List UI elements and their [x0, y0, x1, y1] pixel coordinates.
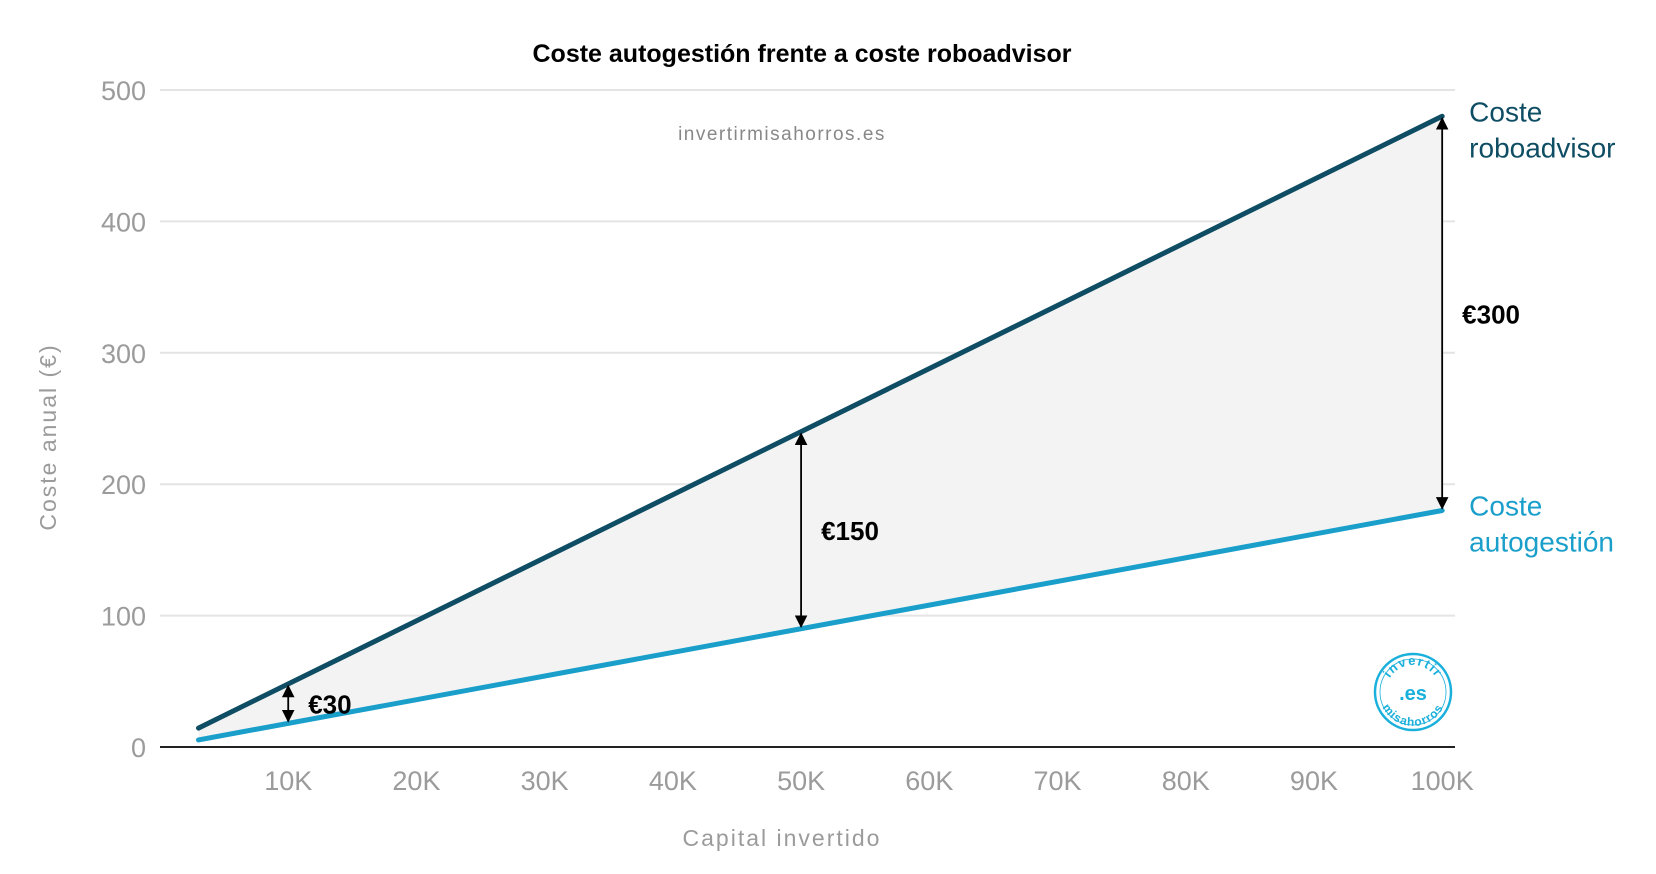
- y-tick-label: 100: [101, 602, 146, 632]
- series-label-line: Coste: [1469, 96, 1542, 127]
- x-tick-label: 70K: [1034, 766, 1082, 796]
- y-axis-label: Coste anual (€): [35, 343, 61, 530]
- x-tick-label: 60K: [905, 766, 953, 796]
- series-label-line: Coste: [1469, 490, 1542, 521]
- y-tick-label: 200: [101, 470, 146, 500]
- x-axis-ticks: 10K 20K 30K 40K 50K 60K 70K 80K 90K 100K: [264, 766, 1474, 796]
- difference-label: €300: [1462, 299, 1520, 329]
- logo-inner-ring: [1379, 658, 1447, 726]
- y-tick-label: 300: [101, 339, 146, 369]
- difference-label: €150: [821, 516, 879, 546]
- y-tick-label: 400: [101, 207, 146, 237]
- series-label-line: roboadvisor: [1469, 132, 1615, 163]
- y-tick-label: 0: [131, 733, 146, 763]
- watermark-text: invertirmisahorros.es: [678, 124, 886, 145]
- x-tick-label: 100K: [1411, 766, 1474, 796]
- series-labels: Coste roboadvisor Coste autogestión: [1469, 96, 1615, 557]
- y-axis-ticks: 0 100 200 300 400 500: [101, 76, 146, 763]
- x-tick-label: 20K: [392, 766, 440, 796]
- series-line-coste-autogesti-n: [195, 507, 1445, 743]
- x-tick-label: 40K: [649, 766, 697, 796]
- x-tick-label: 90K: [1290, 766, 1338, 796]
- x-tick-label: 10K: [264, 766, 312, 796]
- difference-area: [198, 116, 1443, 740]
- x-axis-label: Capital invertido: [683, 825, 882, 851]
- y-tick-label: 500: [101, 76, 146, 106]
- difference-annotations: €30 €150 €300: [281, 117, 1520, 723]
- x-tick-label: 50K: [777, 766, 825, 796]
- series-label: Coste roboadvisor: [1469, 96, 1615, 163]
- logo-circle: [1373, 652, 1453, 732]
- series-lines: [195, 113, 1445, 743]
- difference-label: €30: [308, 690, 351, 720]
- series-line-coste-roboadvisor: [195, 113, 1445, 731]
- chart-title: Coste autogestión frente a coste roboadv…: [533, 40, 1072, 68]
- logo-center-text: .es: [1399, 683, 1427, 705]
- series-label-line: autogestión: [1469, 526, 1614, 557]
- x-tick-label: 30K: [521, 766, 569, 796]
- x-tick-label: 80K: [1162, 766, 1210, 796]
- series-label: Coste autogestión: [1469, 490, 1614, 557]
